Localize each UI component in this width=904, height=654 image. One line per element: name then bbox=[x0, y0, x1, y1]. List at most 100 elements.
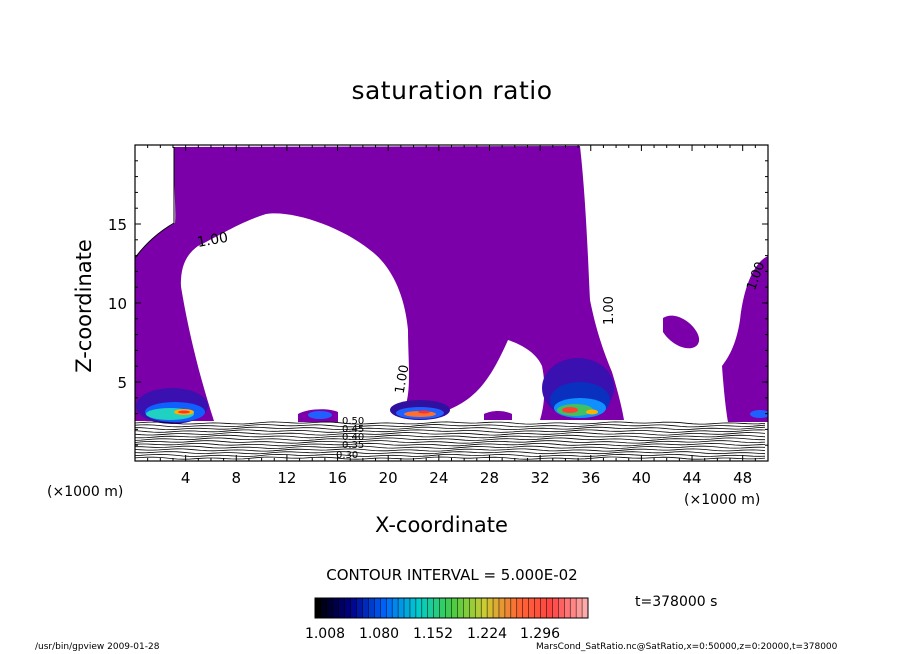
y-tick-label: 10 bbox=[108, 295, 127, 313]
chart-title: saturation ratio bbox=[351, 76, 553, 105]
colorbar-tick-label: 1.152 bbox=[413, 626, 453, 642]
colorbar-cell bbox=[362, 598, 369, 618]
x-tick-label: 28 bbox=[480, 469, 499, 487]
colorbar-cell bbox=[392, 598, 399, 618]
colorbar-cell bbox=[463, 598, 470, 618]
x-tick-label: 4 bbox=[181, 469, 191, 487]
colorbar-cell bbox=[534, 598, 542, 618]
ground-contour bbox=[135, 437, 765, 441]
colorbar-cell bbox=[481, 598, 488, 618]
contour-label: 1.00 bbox=[196, 230, 229, 251]
contour-label: 0.35 bbox=[342, 440, 364, 451]
colorbar-cell bbox=[469, 598, 476, 618]
x-tick-label: 24 bbox=[429, 469, 448, 487]
colorbar-tick-label: 1.008 bbox=[305, 626, 345, 642]
saturated-region-left bbox=[135, 256, 214, 421]
colorbar-cell bbox=[350, 598, 358, 618]
colorbar-cell bbox=[332, 598, 340, 618]
y-tick-label: 5 bbox=[117, 374, 127, 392]
ground-contour bbox=[135, 426, 766, 431]
x-tick-label: 16 bbox=[328, 469, 347, 487]
x-tick-label: 40 bbox=[632, 469, 651, 487]
colorbar-cell bbox=[487, 598, 494, 618]
footer-right: MarsCond_SatRatio.nc@SatRatio,x=0:50000,… bbox=[536, 642, 838, 652]
colorbar-cell bbox=[439, 598, 447, 618]
colorbar-tick-label: 1.224 bbox=[467, 626, 507, 642]
colorbar-cell bbox=[445, 598, 452, 618]
colorbar-cell bbox=[421, 598, 429, 618]
colorbar-cell bbox=[326, 598, 334, 618]
ground-contour bbox=[135, 456, 766, 460]
contour-label: 0.50 bbox=[342, 416, 364, 427]
footer-left: /usr/bin/gpview 2009-01-28 bbox=[35, 642, 160, 652]
colorbar bbox=[314, 597, 589, 619]
colorbar-tick-label: 1.080 bbox=[359, 626, 399, 642]
x-axis: 4 8 12 16 20 24 28 32 36 40 44 48 bbox=[134, 145, 769, 487]
x-tick-label: 20 bbox=[379, 469, 398, 487]
ground-contour bbox=[135, 453, 766, 457]
x-tick-label: 32 bbox=[531, 469, 550, 487]
colorbar-cell bbox=[320, 598, 328, 618]
colorbar-cell bbox=[498, 598, 506, 618]
ground-contour bbox=[135, 434, 766, 439]
colorbar-cell bbox=[457, 598, 464, 618]
contour-label: 1.00 bbox=[602, 296, 617, 325]
ground-contour bbox=[135, 448, 766, 452]
colorbar-cell bbox=[552, 598, 559, 618]
saturated-region-right bbox=[722, 256, 768, 422]
colorbar-cell bbox=[386, 598, 393, 618]
ground-contour bbox=[135, 424, 766, 428]
colorbar-cell bbox=[433, 598, 441, 618]
colorbar-cell bbox=[315, 598, 322, 618]
colorbar-cell bbox=[404, 598, 411, 618]
y-tick-label: 15 bbox=[108, 216, 127, 234]
x-tick-label: 44 bbox=[682, 469, 701, 487]
colorbar-cell bbox=[516, 598, 524, 618]
saturated-blob bbox=[663, 315, 700, 349]
colorbar-cell bbox=[475, 598, 482, 618]
ground-contour bbox=[135, 445, 766, 449]
high-saturation-patches bbox=[136, 358, 768, 424]
saturated-region-main bbox=[135, 146, 624, 420]
near-ground-labels: 0.30 0.35 0.40 0.45 0.50 bbox=[336, 416, 364, 461]
colorbar-cell bbox=[356, 598, 363, 618]
colorbar-cell bbox=[398, 598, 405, 618]
time-label: t=378000 s bbox=[635, 594, 718, 610]
colorbar-cell bbox=[409, 598, 417, 618]
y-axis: 5 10 15 bbox=[108, 144, 768, 462]
colorbar-cell bbox=[582, 598, 589, 618]
colorbar-cell bbox=[451, 598, 458, 618]
gap-sliver bbox=[248, 219, 300, 225]
ground-contour-lines bbox=[135, 421, 766, 460]
x-tick-label: 36 bbox=[581, 469, 600, 487]
contour-interval-label: CONTOUR INTERVAL = 5.000E-02 bbox=[326, 566, 578, 584]
colorbar-tick-label: 1.296 bbox=[520, 626, 560, 642]
ground-contour bbox=[135, 451, 766, 455]
ground-contour bbox=[135, 442, 766, 447]
contour-label: 0.30 bbox=[336, 450, 358, 461]
x-tick-label: 12 bbox=[277, 469, 296, 487]
ground-contour bbox=[135, 429, 766, 433]
x-tick-label: 8 bbox=[232, 469, 242, 487]
colorbar-cell bbox=[427, 598, 435, 618]
colorbar-cell bbox=[510, 598, 518, 618]
colorbar-cell bbox=[570, 598, 577, 618]
colorbar-cell bbox=[493, 598, 500, 618]
y-axis-label: Z-coordinate bbox=[72, 239, 96, 373]
colorbar-cell bbox=[528, 598, 536, 618]
x-tick-label: 48 bbox=[733, 469, 752, 487]
contour-label: 0.40 bbox=[342, 432, 364, 443]
colorbar-cell bbox=[558, 598, 565, 618]
colorbar-cell bbox=[504, 598, 512, 618]
plot-area bbox=[135, 146, 768, 460]
colorbar-cell bbox=[540, 598, 547, 618]
ground-contour bbox=[135, 432, 766, 436]
colorbar-cell bbox=[338, 598, 346, 618]
ground-contour bbox=[135, 440, 766, 444]
contour-label: 0.45 bbox=[342, 424, 364, 435]
colorbar-cell bbox=[546, 598, 553, 618]
x-unit-label-left: (×1000 m) bbox=[47, 484, 124, 500]
x-axis-label: X-coordinate bbox=[375, 513, 508, 537]
colorbar-frame bbox=[314, 597, 589, 619]
